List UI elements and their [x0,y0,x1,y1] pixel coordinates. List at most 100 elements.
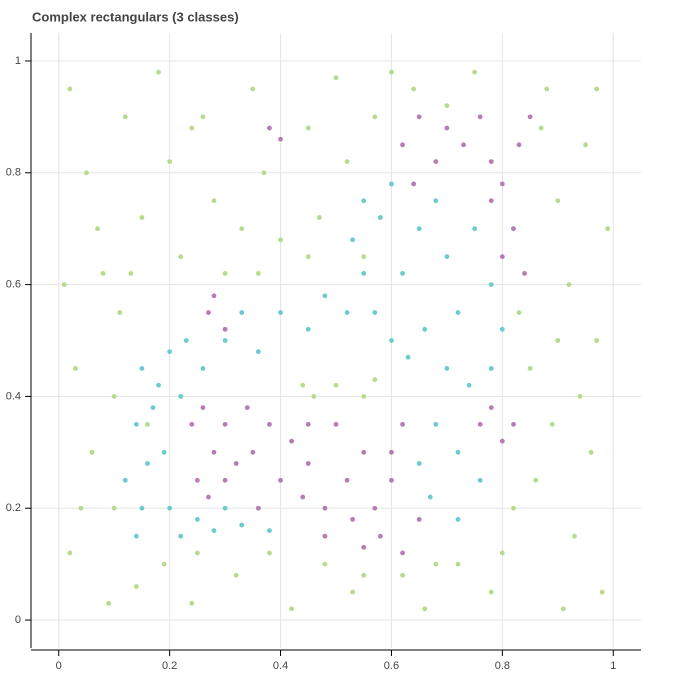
point [344,159,350,164]
point [400,572,405,578]
x-tick-label: 1 [610,660,616,672]
point [278,237,283,243]
point [389,69,394,75]
point [267,550,272,556]
point [67,86,73,92]
point [194,517,200,522]
point [289,438,295,444]
point [361,198,367,204]
point [377,215,383,220]
point [117,310,123,315]
point [444,125,450,131]
point [156,69,161,75]
point [499,550,505,556]
point [516,142,522,148]
point [499,438,505,444]
point [350,517,356,522]
point [361,449,367,455]
point [566,282,572,287]
point [572,533,577,539]
point [527,114,533,120]
point [477,477,483,483]
point [488,405,494,410]
point [222,326,228,332]
point [411,86,417,92]
point [278,310,283,315]
point [422,326,428,332]
point [305,421,311,427]
point [372,310,378,315]
point [305,326,311,332]
point [111,394,117,399]
point [322,505,328,511]
y-tick-label: 1 [15,55,21,67]
point [533,477,539,483]
point [305,461,311,466]
point [444,366,450,371]
point [267,528,272,533]
point [488,159,494,164]
point [322,293,328,299]
point [255,349,261,355]
point [344,310,350,315]
point [95,226,100,232]
point [583,142,588,148]
point [361,544,367,550]
point [350,237,356,243]
point [555,338,561,343]
point [372,377,378,383]
point [433,198,439,204]
point [233,572,239,578]
y-tick-label: 0.6 [6,278,21,290]
point [516,310,522,315]
point [527,366,533,371]
point [361,572,367,578]
point [222,338,228,343]
point [594,338,600,343]
point [560,606,566,612]
point [100,271,106,276]
point [511,226,516,232]
x-tick-label: 0.4 [273,660,288,672]
point [255,271,261,276]
point [211,528,217,533]
point [433,421,439,427]
point [411,181,417,187]
point [122,114,128,120]
point [194,477,200,483]
point [389,449,394,455]
y-tick-label: 0.4 [6,390,21,402]
x-tick-label: 0 [56,660,62,672]
point [427,494,433,500]
point [361,271,367,276]
point [322,561,328,567]
point [549,421,555,427]
point [139,366,145,371]
point [555,198,561,204]
point [200,114,206,120]
point [316,215,322,220]
point [189,600,195,606]
y-tick-label: 0.2 [6,502,21,514]
point [588,449,594,455]
point [267,421,272,427]
point [499,254,505,260]
point [211,293,217,299]
point [488,282,494,287]
point [594,86,600,92]
point [538,125,544,131]
point [311,394,317,399]
point [472,226,478,232]
point [377,533,383,539]
point [389,477,394,483]
point [72,366,78,371]
point [194,550,200,556]
point [106,600,112,606]
point [250,449,256,455]
point [300,382,306,388]
point [78,505,84,511]
point [133,533,139,539]
y-tick-label: 0.8 [6,167,21,179]
point [261,170,267,176]
